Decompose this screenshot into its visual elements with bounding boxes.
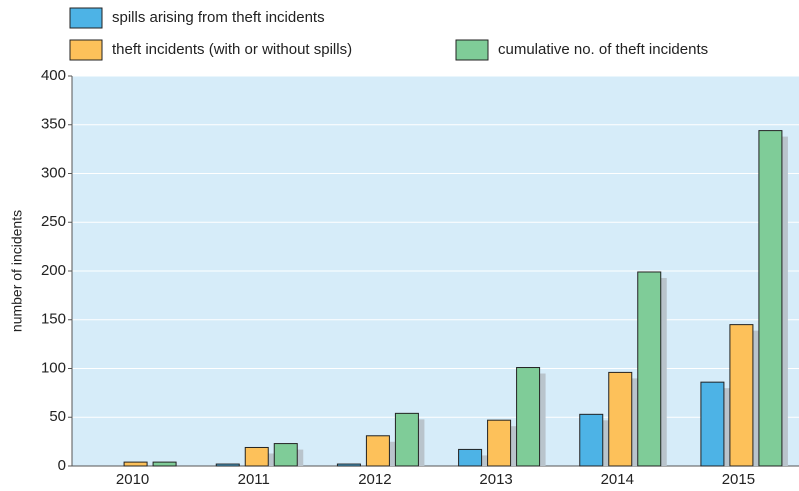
bar (336, 463, 361, 467)
bar (273, 443, 298, 467)
x-tick-label: 2013 (479, 471, 512, 488)
legend-swatch (69, 7, 103, 29)
x-tick-label: 2014 (601, 471, 634, 488)
bar (487, 419, 512, 467)
y-tick-label: 400 (41, 67, 66, 84)
bar (215, 463, 240, 467)
y-tick-label: 250 (41, 213, 66, 230)
y-axis-label: number of incidents (9, 210, 25, 332)
bar (152, 461, 177, 467)
bar (244, 446, 269, 467)
x-tick-label: 2010 (116, 471, 149, 488)
bar (608, 371, 633, 467)
x-tick-label: 2015 (722, 471, 755, 488)
x-tick-label: 2012 (358, 471, 391, 488)
legend-label: spills arising from theft incidents (112, 9, 325, 26)
y-tick-label: 0 (58, 457, 66, 474)
y-tick-label: 200 (41, 262, 66, 279)
bar (394, 412, 419, 467)
x-tick-label: 2011 (238, 471, 270, 488)
bar (637, 271, 662, 467)
y-tick-label: 150 (41, 311, 66, 328)
y-tick-label: 100 (41, 359, 66, 376)
bar (758, 130, 783, 467)
bar (123, 461, 148, 467)
bar (729, 324, 754, 467)
bar (700, 381, 725, 467)
legend-label: theft incidents (with or without spills) (112, 41, 352, 58)
legend-swatch (69, 39, 103, 61)
y-tick-label: 300 (41, 164, 66, 181)
bar (579, 413, 604, 467)
legend-swatch (455, 39, 489, 61)
legend-label: cumulative no. of theft incidents (498, 41, 708, 58)
bar (365, 435, 390, 467)
y-tick-label: 50 (49, 408, 66, 425)
bar (458, 448, 483, 467)
bar (516, 367, 541, 467)
y-tick-label: 350 (41, 116, 66, 133)
